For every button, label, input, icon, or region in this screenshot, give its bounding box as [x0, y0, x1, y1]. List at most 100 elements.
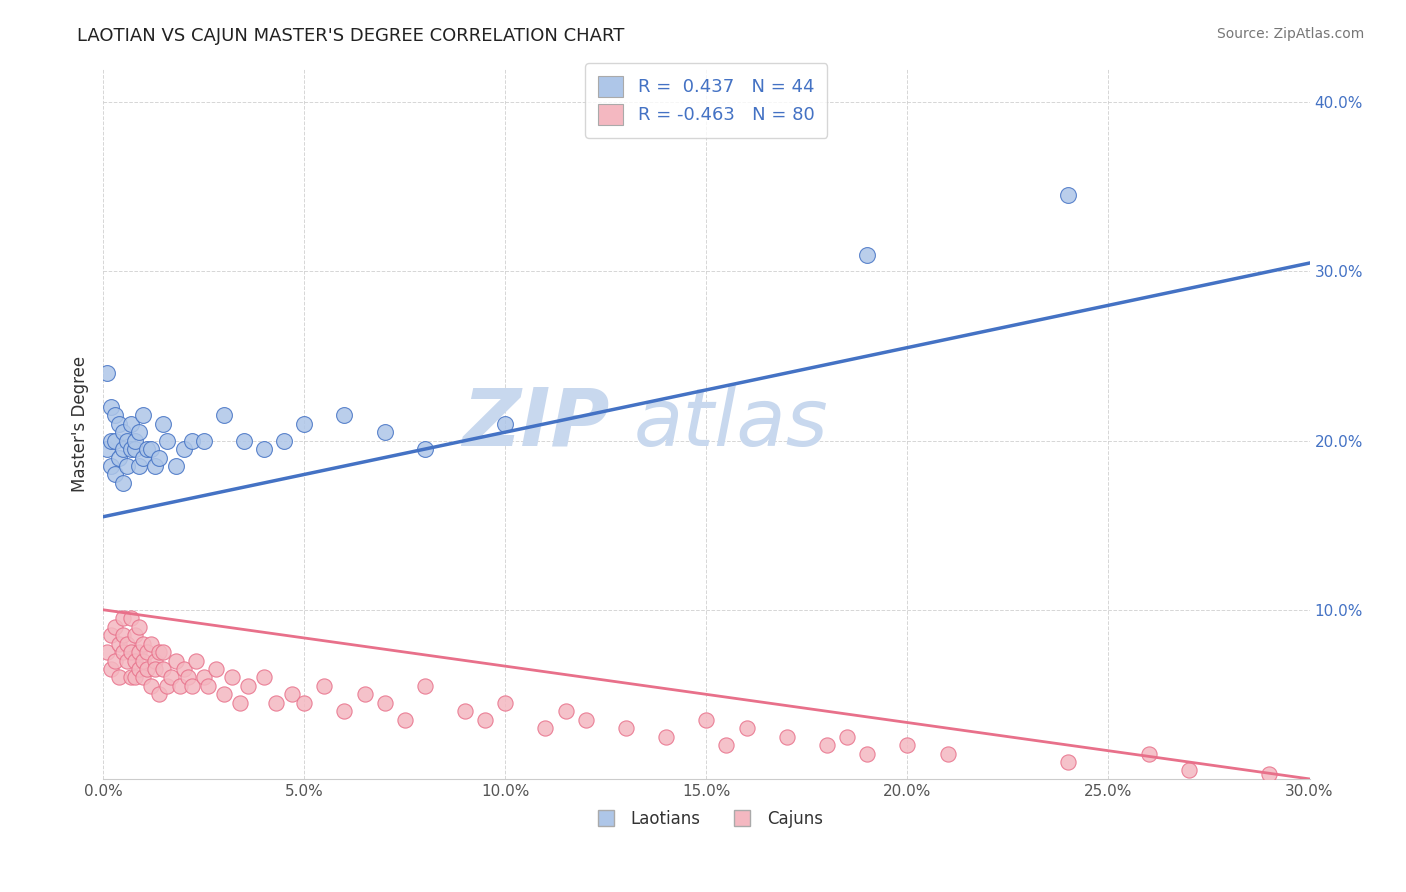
Point — [96, 645, 118, 659]
Point — [776, 730, 799, 744]
Point — [184, 653, 207, 667]
Point — [128, 645, 150, 659]
Text: Source: ZipAtlas.com: Source: ZipAtlas.com — [1216, 27, 1364, 41]
Point — [173, 442, 195, 456]
Point — [108, 417, 131, 431]
Point — [148, 687, 170, 701]
Point — [128, 458, 150, 473]
Point — [292, 417, 315, 431]
Point — [132, 409, 155, 423]
Point — [120, 442, 142, 456]
Point — [353, 687, 375, 701]
Point — [1057, 755, 1080, 769]
Point — [835, 730, 858, 744]
Point — [413, 442, 436, 456]
Point — [494, 696, 516, 710]
Point — [735, 721, 758, 735]
Point — [292, 696, 315, 710]
Point — [333, 409, 356, 423]
Point — [96, 366, 118, 380]
Point — [136, 442, 159, 456]
Point — [108, 637, 131, 651]
Point — [145, 653, 167, 667]
Point — [141, 637, 163, 651]
Point — [112, 442, 135, 456]
Point — [132, 653, 155, 667]
Point — [815, 738, 838, 752]
Point — [333, 704, 356, 718]
Point — [936, 747, 959, 761]
Point — [148, 450, 170, 465]
Point — [236, 679, 259, 693]
Point — [655, 730, 678, 744]
Point — [856, 747, 879, 761]
Point — [104, 620, 127, 634]
Point — [104, 467, 127, 482]
Point — [394, 713, 416, 727]
Point — [128, 425, 150, 440]
Point — [112, 611, 135, 625]
Point — [117, 458, 139, 473]
Point — [156, 434, 179, 448]
Point — [534, 721, 557, 735]
Point — [145, 662, 167, 676]
Point — [253, 670, 276, 684]
Point — [152, 417, 174, 431]
Point — [100, 400, 122, 414]
Point — [193, 434, 215, 448]
Y-axis label: Master's Degree: Master's Degree — [72, 356, 89, 491]
Point — [273, 434, 295, 448]
Point — [1258, 767, 1281, 781]
Point — [124, 434, 146, 448]
Point — [1178, 764, 1201, 778]
Point — [128, 662, 150, 676]
Point — [132, 670, 155, 684]
Point — [554, 704, 576, 718]
Point — [229, 696, 252, 710]
Point — [221, 670, 243, 684]
Point — [193, 670, 215, 684]
Point — [124, 670, 146, 684]
Point — [575, 713, 598, 727]
Point — [96, 442, 118, 456]
Point — [104, 409, 127, 423]
Point — [474, 713, 496, 727]
Point — [212, 409, 235, 423]
Point — [117, 653, 139, 667]
Point — [1137, 747, 1160, 761]
Point — [100, 458, 122, 473]
Point — [100, 628, 122, 642]
Text: ZIP: ZIP — [463, 384, 610, 463]
Point — [374, 425, 396, 440]
Point — [124, 628, 146, 642]
Point — [314, 679, 336, 693]
Point — [120, 417, 142, 431]
Point — [165, 458, 187, 473]
Point — [374, 696, 396, 710]
Point — [180, 679, 202, 693]
Point — [141, 442, 163, 456]
Point — [180, 434, 202, 448]
Point — [152, 645, 174, 659]
Point — [160, 670, 183, 684]
Point — [212, 687, 235, 701]
Point — [117, 434, 139, 448]
Point — [197, 679, 219, 693]
Point — [108, 670, 131, 684]
Text: LAOTIAN VS CAJUN MASTER'S DEGREE CORRELATION CHART: LAOTIAN VS CAJUN MASTER'S DEGREE CORRELA… — [77, 27, 624, 45]
Point — [264, 696, 287, 710]
Point — [104, 653, 127, 667]
Point — [173, 662, 195, 676]
Point — [1057, 188, 1080, 202]
Point — [614, 721, 637, 735]
Point — [856, 247, 879, 261]
Point — [454, 704, 477, 718]
Point — [104, 434, 127, 448]
Point — [896, 738, 918, 752]
Point — [124, 653, 146, 667]
Point — [112, 628, 135, 642]
Point — [112, 475, 135, 490]
Point — [132, 450, 155, 465]
Point — [494, 417, 516, 431]
Point — [176, 670, 198, 684]
